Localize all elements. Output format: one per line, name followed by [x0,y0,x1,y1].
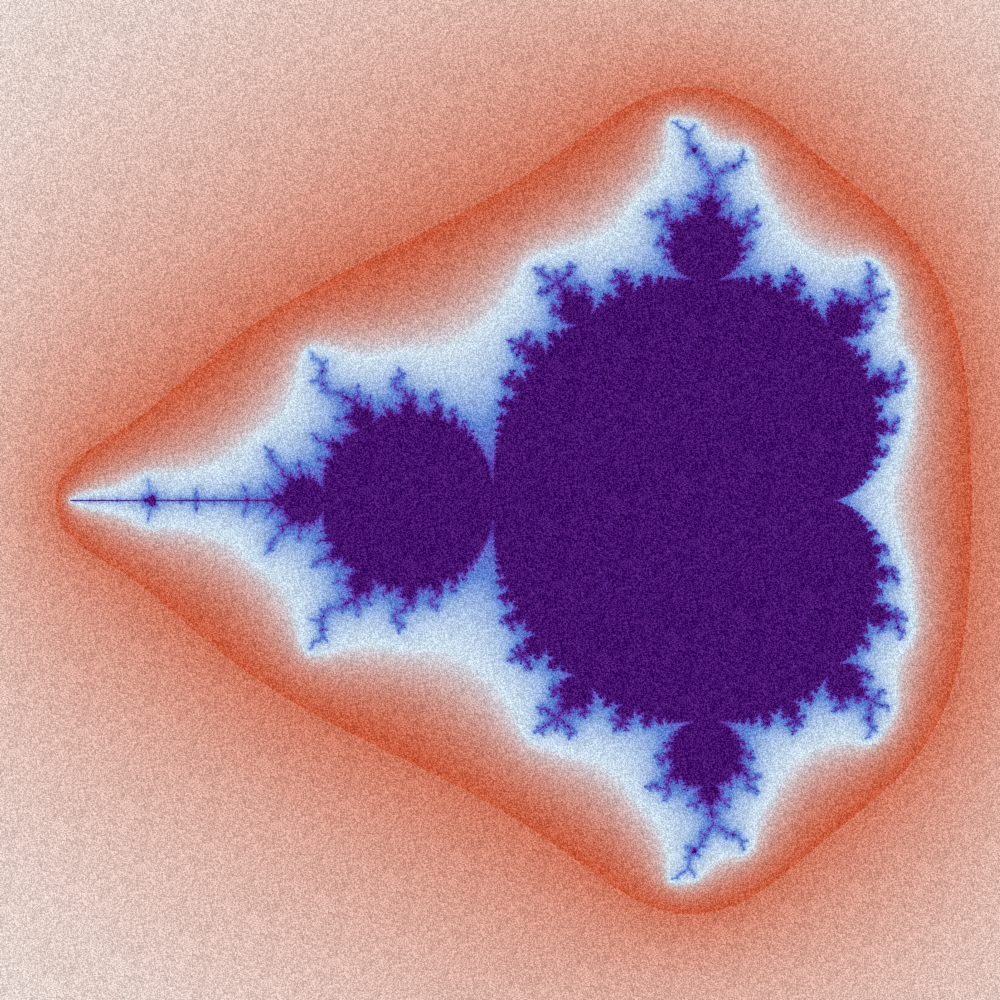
mandelbrot-canvas [0,0,1000,1000]
fractal-image [0,0,1000,1000]
